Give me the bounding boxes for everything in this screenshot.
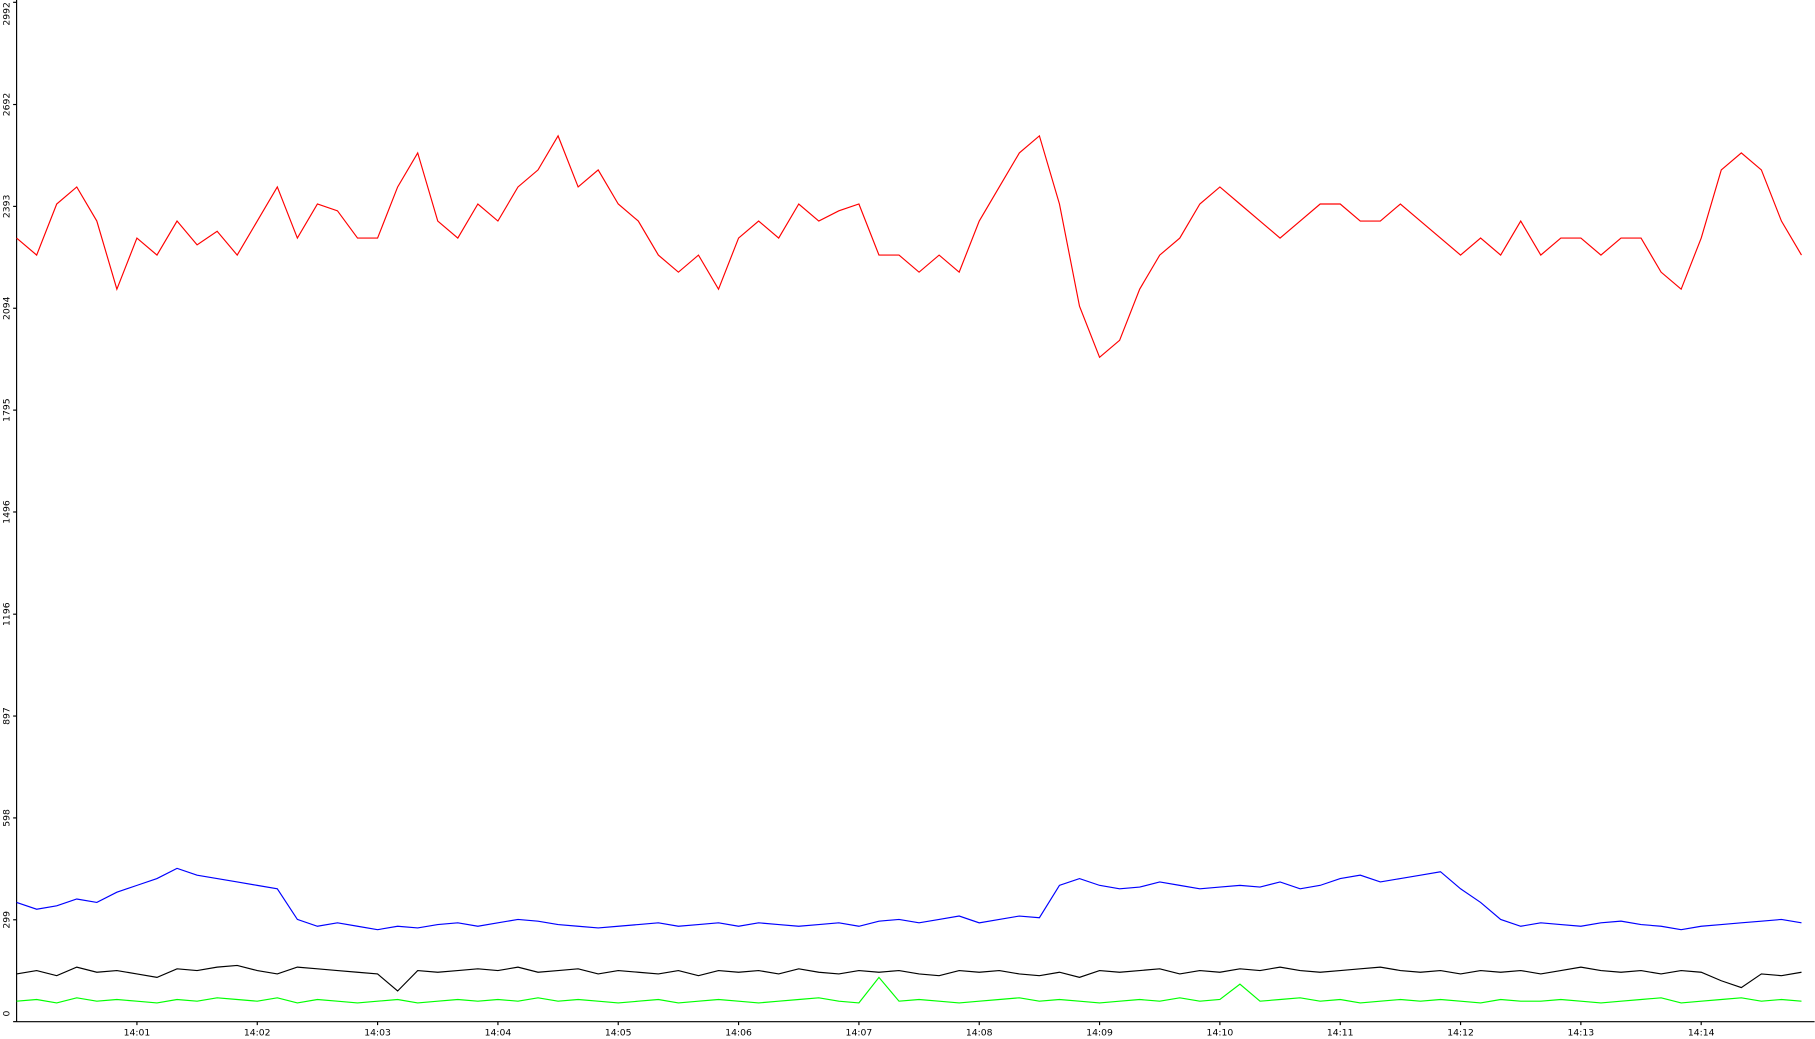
x-tick-label: 14:14 [1688,1028,1715,1039]
series-line [16,867,1802,931]
x-tick-label: 14:02 [244,1028,271,1039]
x-tick-label: 14:09 [1086,1028,1113,1039]
x-tick-label: 14:10 [1207,1028,1234,1039]
y-tick-label: 598 [2,809,13,827]
x-tick-label: 14:13 [1568,1028,1595,1039]
x-tick-label: 14:04 [485,1028,512,1039]
y-tick-label: 1795 [2,398,13,422]
series-line [16,976,1802,1004]
series-line [16,134,1802,359]
y-tick-label: 2094 [2,296,13,320]
x-tick-label: 14:05 [605,1028,632,1039]
y-tick-label: 2692 [2,93,13,117]
y-tick-label: 0 [2,1010,13,1016]
y-tick-label: 1196 [2,602,13,626]
x-tick-label: 14:06 [725,1028,752,1039]
y-tick-label: 2393 [2,195,13,219]
x-tick-label: 14:11 [1327,1028,1354,1039]
y-tick-label: 299 [2,911,13,929]
y-tick-label: 2992 [2,2,13,26]
y-tick-label: 897 [2,707,13,725]
x-tick-label: 14:07 [846,1028,873,1039]
y-tick-label: 1496 [2,500,13,524]
x-tick-label: 14:03 [364,1028,391,1039]
series-line [16,964,1802,992]
x-tick-label: 14:08 [966,1028,993,1039]
x-tick-label: 14:12 [1447,1028,1474,1039]
x-tick-label: 14:01 [124,1028,151,1039]
